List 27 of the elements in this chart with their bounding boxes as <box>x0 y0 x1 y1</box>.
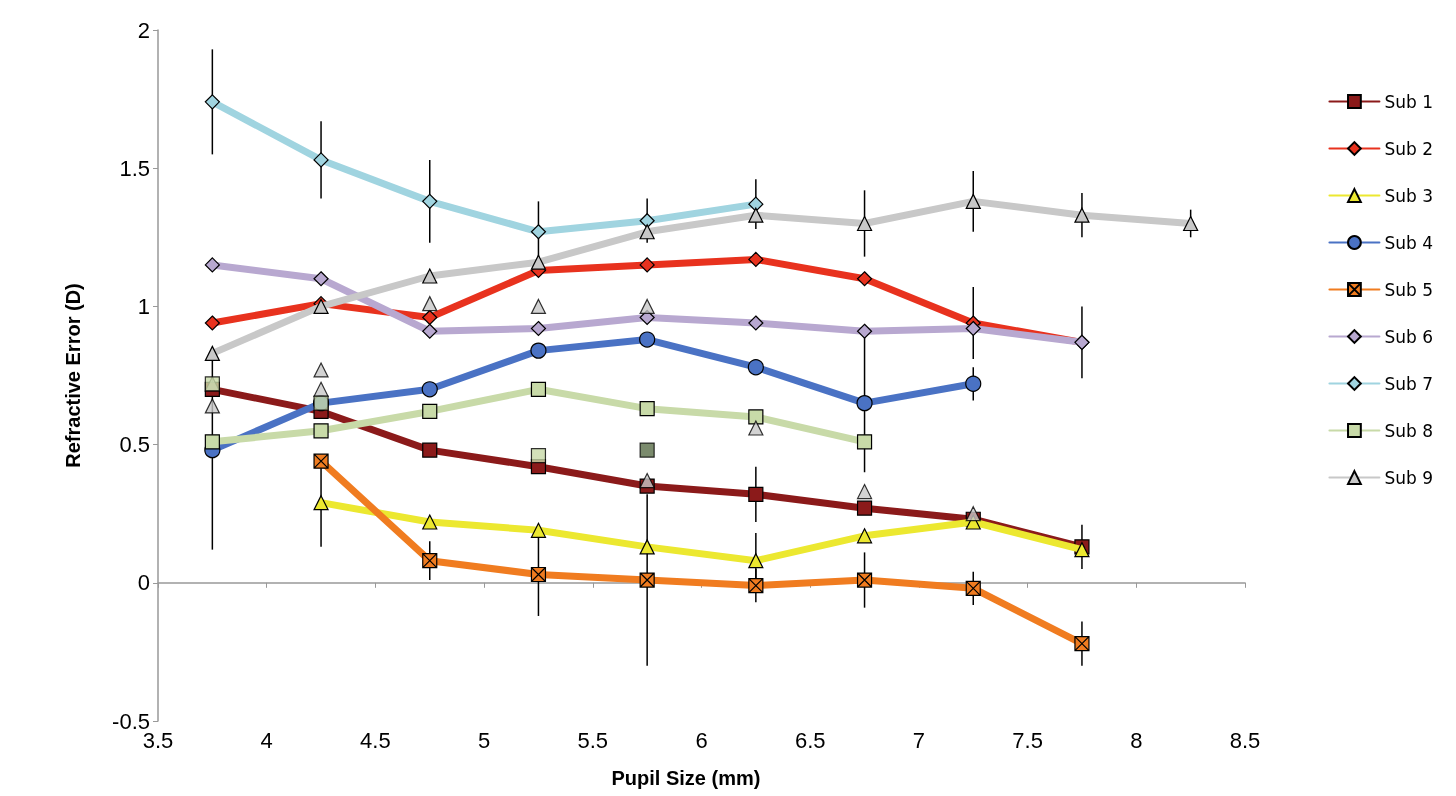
y-tick-label: 2 <box>137 17 150 43</box>
legend-label: Sub 6 <box>1384 326 1433 347</box>
legend-label: Sub 4 <box>1384 232 1433 253</box>
y-tick-label: -0.5 <box>112 708 150 734</box>
x-axis-title: Pupil Size (mm) <box>611 767 761 789</box>
y-tick-label: 1.5 <box>119 155 150 181</box>
legend-label: Sub 9 <box>1384 467 1433 488</box>
legend-label: Sub 8 <box>1384 420 1433 441</box>
y-axis-title: Refractive Error (D) <box>62 283 84 468</box>
x-tick-label: 8 <box>1130 727 1143 753</box>
x-tick-label: 6 <box>695 727 708 753</box>
x-tick-label: 4 <box>260 727 273 753</box>
legend-label: Sub 7 <box>1384 373 1433 394</box>
x-tick-label: 7 <box>912 727 926 753</box>
y-tick-label: 0 <box>137 570 150 596</box>
x-tick-label: 6.5 <box>794 727 826 753</box>
legend-label: Sub 2 <box>1384 138 1433 159</box>
x-tick-label: 7.5 <box>1012 727 1043 753</box>
x-tick-label: 5 <box>477 727 491 753</box>
legend-label: Sub 1 <box>1384 91 1433 112</box>
legend-label: Sub 3 <box>1384 185 1433 206</box>
x-tick-label: 8.5 <box>1229 727 1261 753</box>
legend-label: Sub 5 <box>1384 279 1433 300</box>
y-tick-label: 1 <box>137 293 150 319</box>
y-tick-label: 0.5 <box>119 432 150 458</box>
x-tick-label: 5.5 <box>577 727 609 753</box>
x-tick-label: 4.5 <box>360 727 391 753</box>
